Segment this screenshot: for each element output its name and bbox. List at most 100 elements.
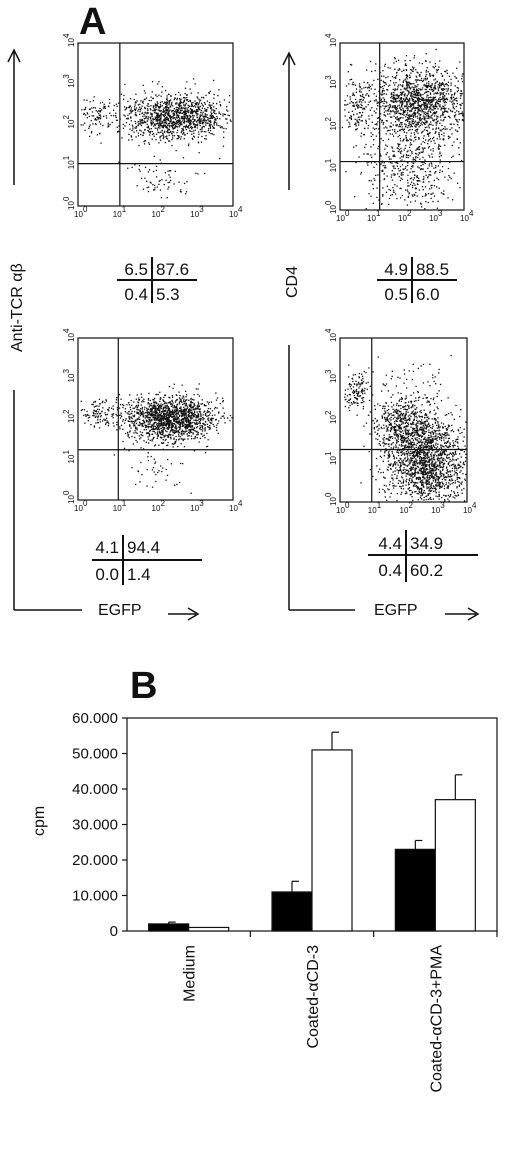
quad-ur-value: 34.9 <box>410 534 443 553</box>
category-label: Coated-αCD-3 <box>305 945 322 1049</box>
x-tick-exponent: 2 <box>407 209 412 218</box>
x-tick-label: 10 <box>74 504 83 513</box>
x-tick-label: 10 <box>190 210 199 219</box>
x-tick-label: 10 <box>429 214 438 223</box>
y-tick-exponent: 1 <box>62 155 71 160</box>
bar <box>434 799 476 932</box>
x-tick-exponent: 0 <box>83 499 88 508</box>
quad-ll-value: 0.4 <box>124 285 148 304</box>
y-tick-label: 10 <box>329 79 338 88</box>
right-x-label: EGFP <box>374 602 418 619</box>
right-y-arrow-head <box>282 51 296 66</box>
x-tick-label: 10 <box>113 504 122 513</box>
x-tick-exponent: 1 <box>376 209 381 218</box>
x-tick-label: 10 <box>336 506 345 515</box>
x-tick-label: 10 <box>463 506 472 515</box>
quad-ll-value: 0.5 <box>384 285 408 304</box>
panel-a-letter: A <box>79 1 106 43</box>
x-tick-label: 10 <box>113 210 122 219</box>
x-tick-exponent: 4 <box>238 499 243 508</box>
x-tick-label: 10 <box>229 504 238 513</box>
event-dots <box>341 48 465 210</box>
y-tick-label: 10 <box>67 454 76 463</box>
x-tick-exponent: 1 <box>122 499 127 508</box>
y-tick-exponent: 3 <box>324 369 333 374</box>
x-tick-exponent: 0 <box>83 205 88 214</box>
plot-frame <box>339 42 465 211</box>
x-tick-label: 10 <box>368 506 377 515</box>
y-tick-label: 10 <box>329 415 338 424</box>
left-x-label: EGFP <box>98 602 142 619</box>
quadrant-table-top-right: 4.9 88.5 0.5 6.0 <box>377 257 457 304</box>
y-tick-exponent: 2 <box>62 409 71 414</box>
y-tick-label: 10 <box>67 119 76 128</box>
x-tick-exponent: 1 <box>122 205 127 214</box>
y-tick-label: 10.000 <box>72 888 118 905</box>
y-tick-exponent: 2 <box>324 410 333 415</box>
bar <box>394 848 436 932</box>
bar <box>271 891 313 932</box>
quad-ul-value: 6.5 <box>124 260 148 279</box>
y-tick-label: 10 <box>67 78 76 87</box>
y-tick-label: 40.000 <box>72 781 118 798</box>
y-tick-exponent: 3 <box>324 75 333 80</box>
event-dots <box>344 354 467 502</box>
y-tick-label: 10 <box>329 374 338 383</box>
right-x-arrow-head <box>467 607 480 621</box>
y-tick-label: 30.000 <box>72 817 118 834</box>
event-dots <box>80 78 232 199</box>
y-tick-label: 10 <box>329 333 338 342</box>
quad-ur-value: 87.6 <box>156 260 189 279</box>
y-tick-label: 60.000 <box>72 710 118 727</box>
y-tick-label: 10 <box>67 495 76 504</box>
y-tick-exponent: 3 <box>62 369 71 374</box>
category-label: Medium <box>182 945 199 1002</box>
bar <box>311 749 353 932</box>
quad-ul-value: 4.4 <box>378 534 402 553</box>
x-tick-exponent: 4 <box>238 205 243 214</box>
y-tick-exponent: 4 <box>62 328 71 333</box>
quad-lr-value: 1.4 <box>127 565 151 584</box>
bar <box>188 926 230 932</box>
quadrant-table-top-left: 6.5 87.6 0.4 5.3 <box>117 257 197 304</box>
right-y-label: CD4 <box>284 266 301 298</box>
bar-chart-ylabel: cpm <box>31 806 48 836</box>
y-tick-label: 10 <box>67 160 76 169</box>
plot-frame <box>77 337 234 501</box>
y-tick-label: 50.000 <box>72 746 118 763</box>
bar <box>148 923 190 932</box>
category-label: Coated-αCD-3+PMA <box>428 945 445 1093</box>
left-y-arrow-head <box>7 48 21 63</box>
x-tick-exponent: 3 <box>199 205 204 214</box>
quad-lr-value: 60.2 <box>410 561 443 580</box>
plot-frame <box>339 337 468 503</box>
x-tick-exponent: 1 <box>377 501 382 510</box>
quadrant-table-bottom-left: 4.1 94.4 0.0 1.4 <box>92 535 202 585</box>
x-tick-exponent: 2 <box>161 499 166 508</box>
y-tick-label: 10 <box>67 373 76 382</box>
x-tick-label: 10 <box>398 214 407 223</box>
quad-ur-value: 88.5 <box>416 260 449 279</box>
quad-lr-value: 6.0 <box>416 285 440 304</box>
x-tick-label: 10 <box>400 506 409 515</box>
x-tick-label: 10 <box>460 214 469 223</box>
x-tick-exponent: 2 <box>409 501 414 510</box>
left-x-arrow-head <box>187 607 200 621</box>
x-tick-exponent: 4 <box>469 209 474 218</box>
bar-chart: 0 10.000 20.000 30.000 40.000 50.000 60.000 Med… <box>72 710 498 1093</box>
x-tick-label: 10 <box>367 214 376 223</box>
quad-ll-value: 0.0 <box>95 565 119 584</box>
x-tick-exponent: 3 <box>438 209 443 218</box>
x-tick-label: 10 <box>190 504 199 513</box>
y-tick-exponent: 2 <box>324 117 333 122</box>
plot-frame <box>77 42 234 207</box>
y-tick-exponent: 0 <box>62 196 71 201</box>
x-tick-exponent: 3 <box>199 499 204 508</box>
y-tick-label: 10 <box>329 456 338 465</box>
x-tick-exponent: 0 <box>345 209 350 218</box>
y-tick-label: 10 <box>67 414 76 423</box>
